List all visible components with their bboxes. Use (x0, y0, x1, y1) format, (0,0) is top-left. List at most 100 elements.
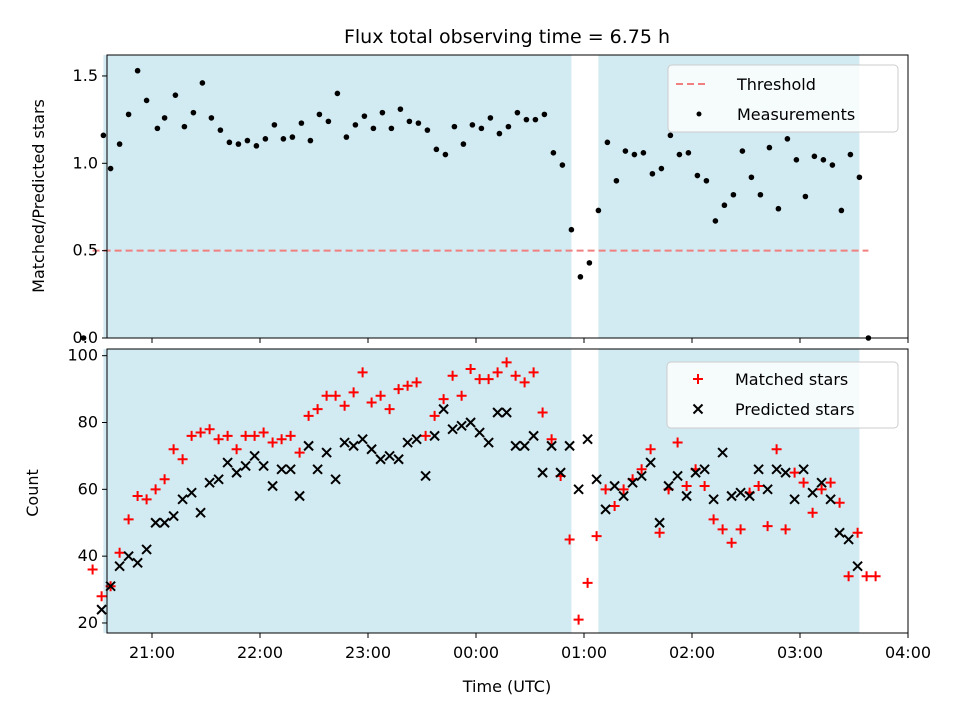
data-point (361, 113, 368, 119)
data-point (618, 484, 629, 495)
data-point (429, 430, 440, 442)
data-point (685, 150, 692, 156)
data-point (798, 464, 809, 475)
legend-matched-swatch (693, 374, 703, 384)
y-tick-label: 1.5 (73, 66, 98, 85)
data-point (784, 136, 791, 142)
data-point (330, 474, 341, 485)
data-point (739, 148, 746, 154)
data-point (321, 390, 332, 401)
data-point (150, 484, 161, 495)
y-tick-label: 80 (78, 413, 98, 432)
data-point (217, 127, 224, 133)
data-point (807, 487, 818, 498)
data-point (636, 464, 647, 475)
data-point (298, 120, 305, 126)
data-point (514, 109, 521, 116)
top-legend-box (667, 64, 899, 133)
data-point (199, 80, 206, 86)
data-point (550, 150, 557, 156)
data-point (442, 151, 449, 158)
data-point (402, 437, 413, 448)
data-point (505, 123, 512, 130)
y-tick-label: 1.0 (73, 153, 98, 172)
data-point (798, 477, 809, 488)
data-point (825, 477, 836, 488)
data-point (510, 370, 521, 381)
data-point (483, 437, 494, 448)
data-point (460, 141, 467, 147)
data-point (303, 410, 314, 421)
data-point (388, 125, 395, 132)
data-point (654, 527, 665, 538)
data-point (618, 490, 629, 502)
data-point (325, 118, 332, 125)
data-point (438, 394, 449, 405)
data-point (780, 467, 791, 478)
series-measurements (80, 67, 872, 341)
data-point (753, 480, 764, 491)
data-point (528, 430, 539, 442)
data-point (501, 357, 512, 368)
data-point (132, 557, 143, 569)
data-point (609, 480, 620, 492)
data-point (582, 434, 593, 445)
data-point (474, 427, 485, 438)
data-point (420, 430, 431, 441)
bottom-legend-box (666, 361, 899, 429)
data-point (555, 467, 566, 478)
data-point (222, 430, 233, 441)
data-point (393, 454, 404, 465)
x-tick-label: 00:00 (453, 643, 499, 662)
data-point (564, 534, 575, 545)
data-point (150, 517, 161, 528)
data-point (321, 447, 332, 458)
data-point (861, 571, 872, 582)
plot-frame (106, 54, 909, 339)
data-point (132, 491, 143, 502)
data-point (240, 430, 251, 441)
data-point (465, 417, 476, 428)
legend-plus-marker (693, 374, 703, 384)
data-point (204, 477, 215, 488)
data-point (699, 480, 710, 491)
data-point (609, 501, 620, 512)
data-point (87, 564, 98, 575)
data-point (627, 477, 638, 488)
data-point (397, 106, 404, 112)
data-point (600, 504, 611, 515)
data-point (568, 226, 575, 233)
data-point (694, 172, 701, 179)
data-point (645, 444, 656, 455)
data-point (766, 144, 773, 151)
data-point (451, 123, 458, 130)
data-point (681, 480, 692, 491)
data-point (465, 364, 476, 375)
legend-x-marker (692, 403, 704, 415)
data-point (816, 477, 827, 488)
data-point (348, 440, 359, 452)
data-point (690, 467, 701, 478)
x-tick-label: 03:00 (777, 643, 823, 662)
data-point (496, 130, 503, 137)
data-point (357, 367, 368, 378)
data-point (190, 109, 197, 116)
data-point (559, 162, 566, 168)
data-point (631, 151, 638, 158)
data-point (667, 132, 674, 139)
data-point (96, 604, 107, 615)
data-point (411, 434, 422, 445)
data-point (672, 437, 683, 448)
y-tick-label: 20 (78, 613, 98, 632)
data-point (541, 111, 548, 118)
y-tick-label: 60 (78, 479, 98, 498)
x-tick-label: 01:00 (561, 643, 607, 662)
data-point (447, 423, 458, 435)
data-point (807, 507, 818, 518)
data-point (712, 218, 719, 224)
data-point (231, 444, 242, 455)
data-point (123, 550, 134, 562)
legend-predicted-label: Predicted stars (735, 400, 855, 419)
